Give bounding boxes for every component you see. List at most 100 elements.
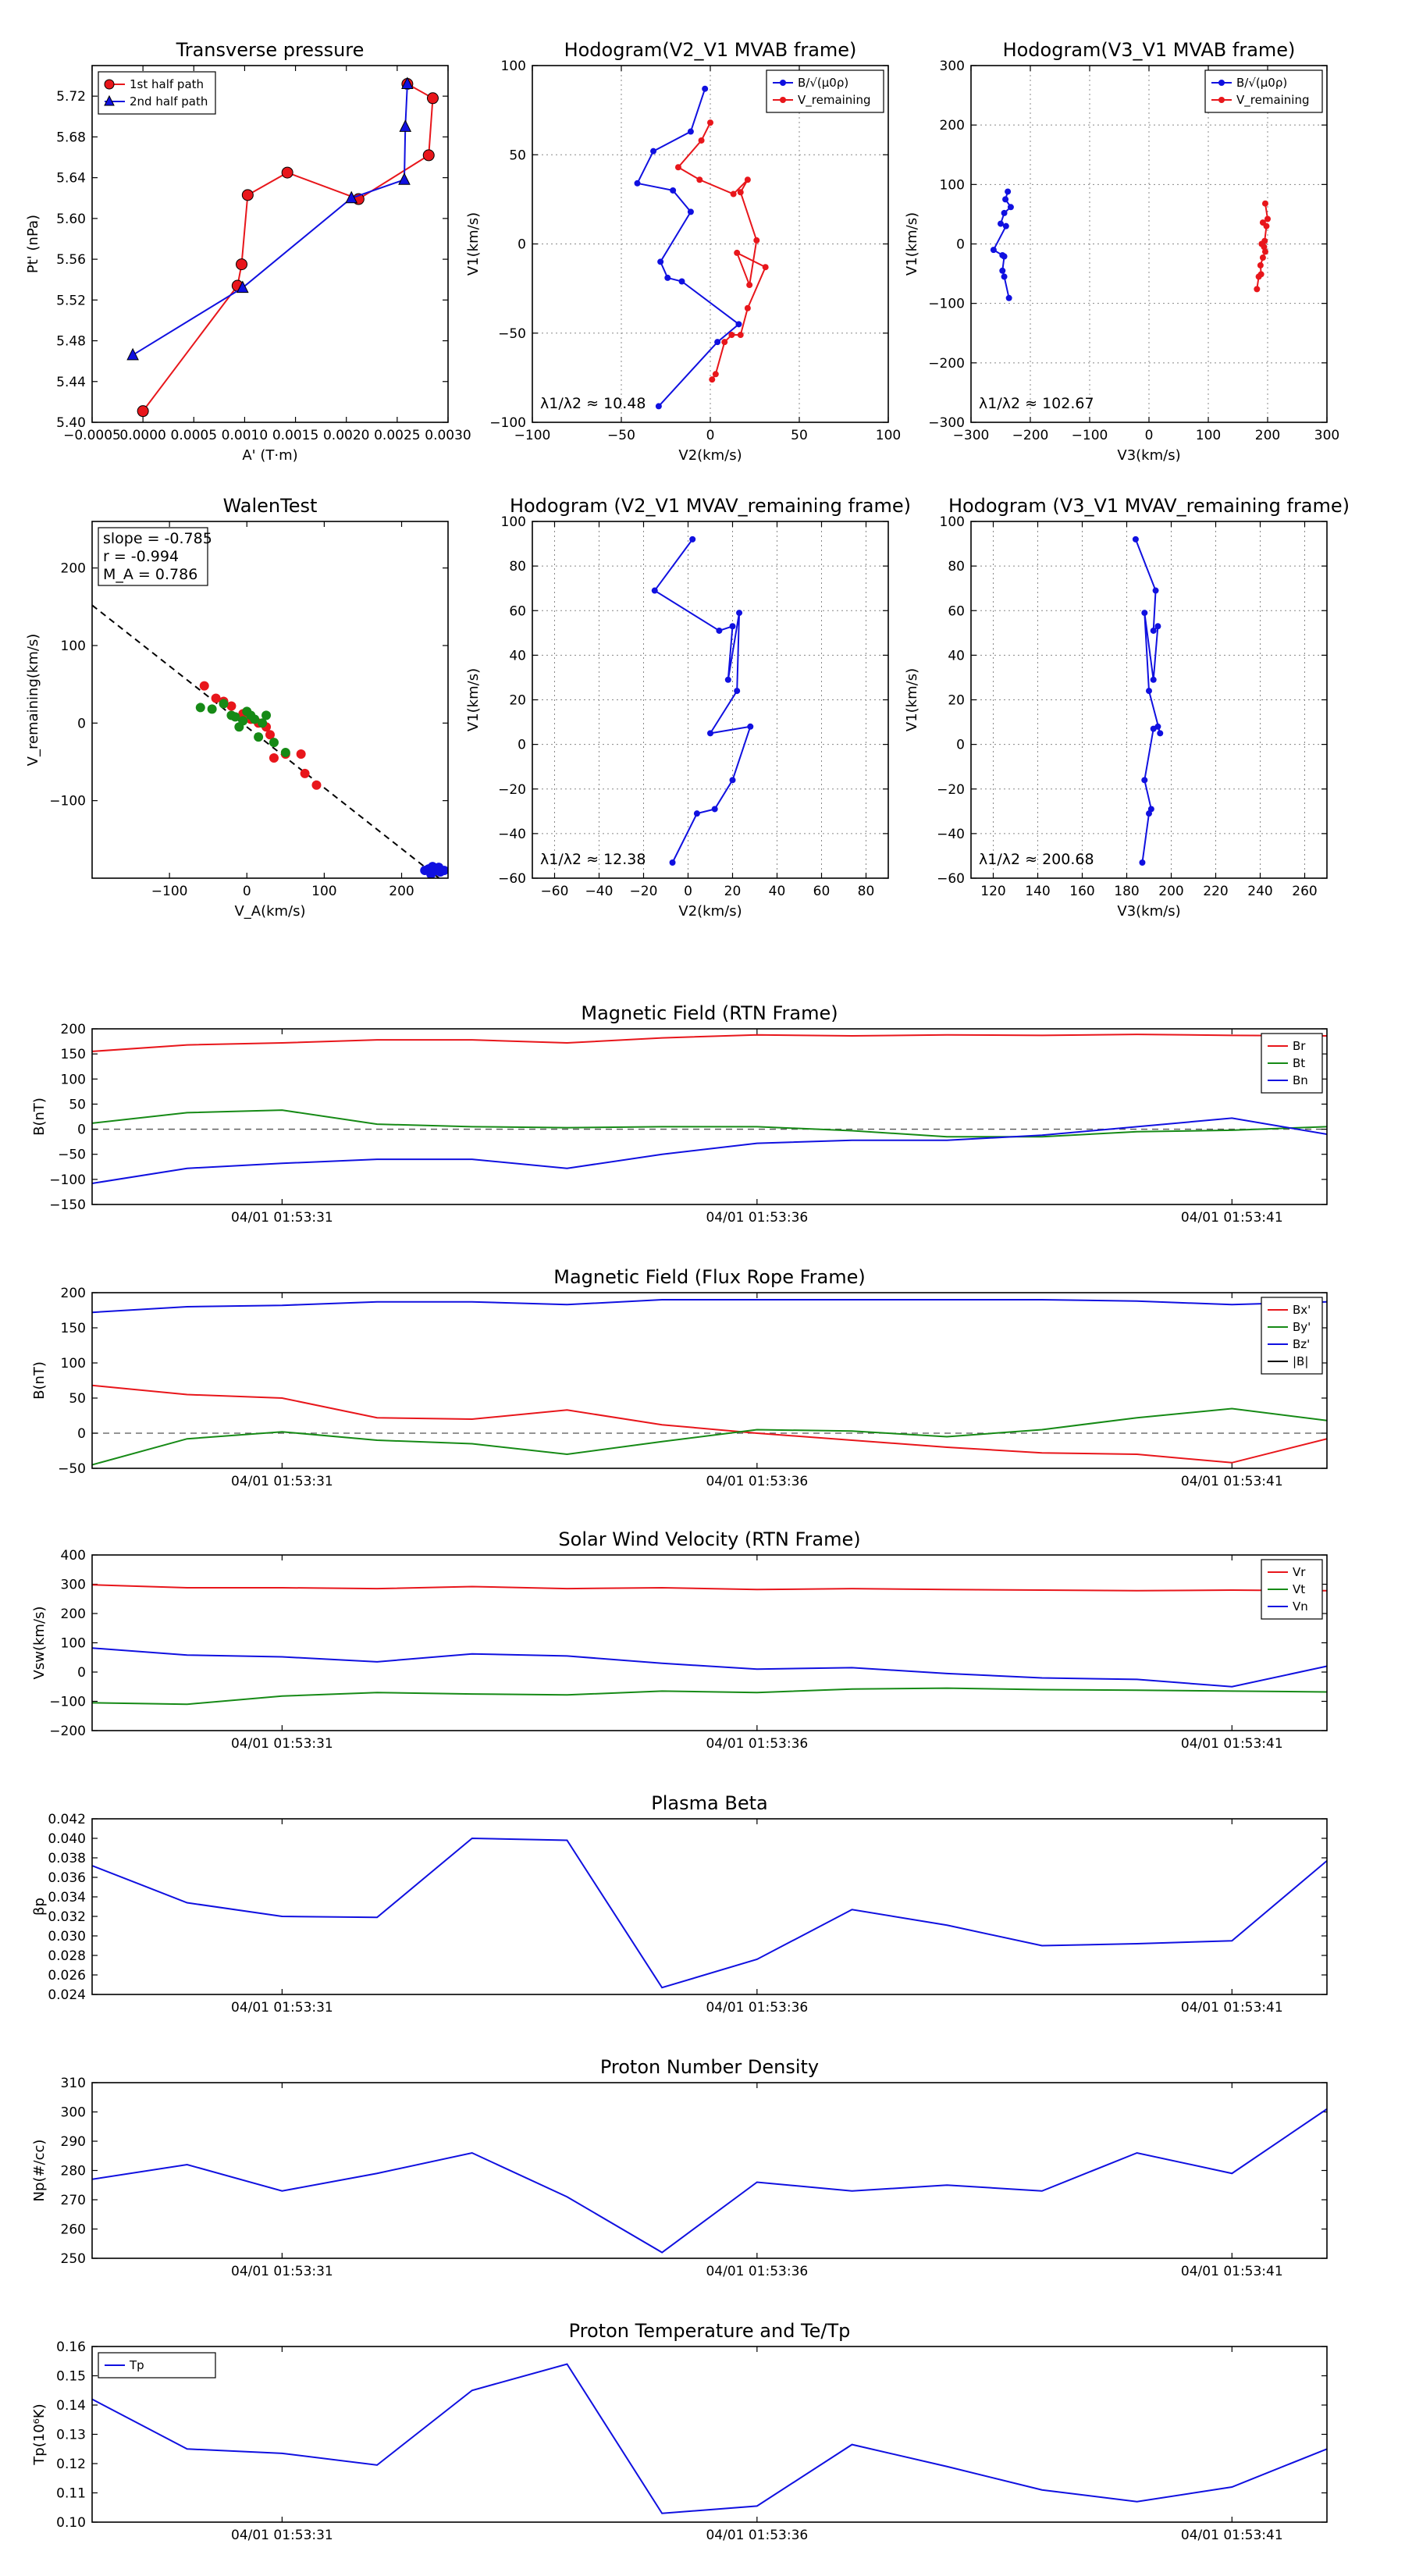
- y-tick-label: 200: [61, 1606, 86, 1622]
- legend-label: 2nd half path: [130, 94, 208, 109]
- x-tick-label: 0.0000: [119, 428, 165, 443]
- x-tick-label: 04/01 01:53:36: [706, 2000, 808, 2016]
- plot-frame: [532, 521, 889, 879]
- x-tick-label: −20: [630, 884, 658, 899]
- x-tick-label: 50: [791, 428, 808, 443]
- scatter-point: [269, 738, 279, 748]
- x-tick-label: 0: [684, 884, 692, 899]
- scatter-point: [280, 748, 290, 758]
- y-tick-label: 80: [509, 559, 526, 575]
- series-line-Np: [92, 2108, 1327, 2254]
- y-tick-label: 270: [61, 2193, 86, 2208]
- x-tick-label: 20: [724, 884, 742, 899]
- plot-frame: [970, 521, 1328, 879]
- chart-title: Solar Wind Velocity (RTN Frame): [558, 1528, 860, 1550]
- scatter-point: [250, 714, 260, 724]
- data-point: [709, 376, 716, 383]
- data-point: [735, 321, 742, 328]
- x-tick-label: −50: [607, 428, 635, 443]
- data-point: [126, 347, 139, 361]
- y-tick-label: 100: [61, 1356, 86, 1372]
- legend-box: [1261, 1297, 1323, 1375]
- y-tick-label: 0: [77, 716, 86, 731]
- y-tick-label: 0.040: [48, 1831, 86, 1847]
- y-tick-label: 300: [61, 2105, 86, 2121]
- x-tick-label: 0: [1145, 428, 1154, 443]
- data-point: [747, 723, 754, 730]
- plot-area: [92, 1299, 1327, 1466]
- y-tick-label: 260: [61, 2222, 86, 2238]
- data-point: [281, 166, 293, 179]
- data-point: [1263, 222, 1270, 229]
- y-tick-label: 40: [948, 648, 965, 664]
- y-tick-label: 300: [940, 59, 965, 74]
- data-point: [655, 403, 662, 410]
- x-tick-label: 160: [1069, 884, 1094, 899]
- x-tick-label: −200: [1012, 428, 1049, 443]
- legend-label: V_remaining: [798, 93, 871, 108]
- data-point: [1001, 253, 1008, 260]
- y-tick-label: 0.026: [48, 1968, 86, 1984]
- legend-label: B/√(μ0ρ): [1236, 76, 1287, 90]
- x-tick-label: 0.0020: [323, 428, 369, 443]
- scatter-point: [434, 863, 444, 873]
- y-axis-label: βp: [31, 1898, 48, 1916]
- x-tick-label: 04/01 01:53:36: [706, 1474, 808, 1489]
- x-tick-label: 0: [706, 428, 715, 443]
- legend-label: Bn: [1293, 1073, 1308, 1087]
- y-tick-label: 80: [948, 559, 965, 575]
- x-tick-label: 04/01 01:53:41: [1181, 2000, 1283, 2016]
- plot-frame: [91, 65, 449, 423]
- x-tick-label: 300: [1314, 428, 1339, 443]
- x-tick-label: 100: [876, 428, 901, 443]
- chart-title: Magnetic Field (Flux Rope Frame): [553, 1266, 865, 1288]
- data-point: [650, 148, 657, 155]
- plot-frame: [91, 1818, 1328, 1995]
- plot-area: [92, 604, 448, 878]
- y-tick-label: 40: [509, 648, 526, 664]
- chart-title: Plasma Beta: [651, 1792, 767, 1814]
- data-point: [730, 190, 737, 197]
- series-line-V: [653, 539, 752, 863]
- data-point: [1157, 730, 1164, 737]
- plot-area: [634, 85, 769, 410]
- x-tick-label: 200: [389, 884, 414, 899]
- y-tick-label: 20: [948, 693, 965, 709]
- x-tick-label: 04/01 01:53:31: [231, 2000, 333, 2016]
- y-tick-label: 5.68: [56, 130, 86, 145]
- data-point: [1257, 262, 1264, 269]
- x-tick-label: 100: [311, 884, 336, 899]
- x-axis-label: V_A(km/s): [234, 903, 305, 920]
- y-axis-label: V1(km/s): [465, 212, 482, 276]
- x-tick-label: −60: [541, 884, 569, 899]
- plot-frame: [91, 521, 449, 879]
- data-point: [737, 332, 744, 339]
- y-axis-label: Np(#/cc): [31, 2140, 48, 2202]
- data-point: [721, 339, 728, 346]
- y-tick-label: 0.13: [56, 2428, 86, 2443]
- data-point: [687, 208, 694, 215]
- y-tick-label: 310: [61, 2076, 86, 2091]
- data-point: [664, 274, 671, 281]
- y-tick-label: 5.60: [56, 212, 86, 227]
- data-point: [1261, 244, 1268, 251]
- series-line-Vr: [92, 1584, 1327, 1592]
- x-tick-label: −40: [585, 884, 614, 899]
- y-tick-label: 200: [61, 1022, 86, 1037]
- x-tick-label: 04/01 01:53:36: [706, 1736, 808, 1752]
- y-tick-label: −100: [49, 1695, 86, 1710]
- y-tick-label: 100: [61, 1072, 86, 1087]
- legend-marker: [780, 80, 786, 86]
- y-tick-label: 400: [61, 1548, 86, 1564]
- data-point: [241, 189, 254, 201]
- data-point: [651, 587, 658, 594]
- legend-box: [98, 71, 216, 115]
- data-point: [762, 264, 769, 271]
- data-point: [707, 730, 713, 737]
- y-axis-label: Pt' (nPa): [25, 215, 41, 273]
- legend-marker: [780, 97, 786, 103]
- y-tick-label: 100: [940, 514, 965, 530]
- series-line-Bt: [92, 1109, 1327, 1138]
- scatter-point: [258, 718, 268, 728]
